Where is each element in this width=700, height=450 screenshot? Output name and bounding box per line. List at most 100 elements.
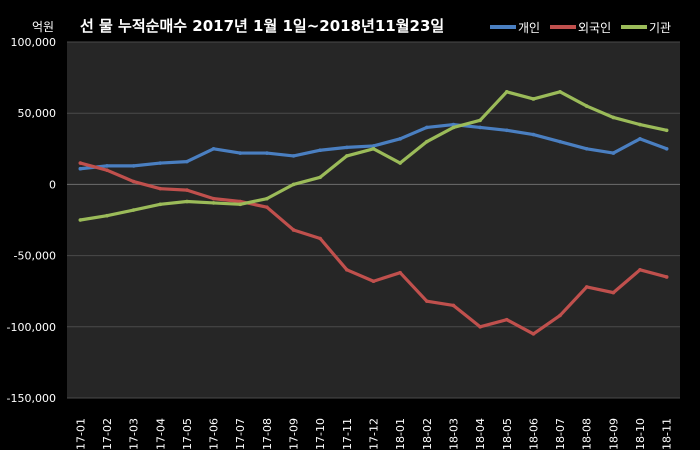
y-tick-label: -150,000	[7, 392, 56, 405]
data-point	[664, 275, 669, 279]
data-point	[158, 186, 163, 191]
data-point	[345, 268, 349, 272]
data-point	[638, 268, 642, 272]
data-point	[291, 228, 296, 232]
x-tick-label: 18-11	[661, 418, 674, 450]
y-tick-label: 100,000	[11, 36, 57, 49]
data-point	[638, 137, 642, 141]
data-point	[78, 161, 83, 165]
x-tick-label: 17-10	[314, 418, 327, 450]
x-axis-tick-labels: 17-01 17-02 17-03 17-04 17-05 17-06 17-07 17-08…	[74, 418, 673, 450]
x-tick-label: 17-11	[341, 418, 354, 450]
data-point	[185, 199, 189, 204]
data-point	[584, 104, 589, 108]
data-point	[398, 161, 402, 165]
data-point	[318, 236, 322, 241]
data-point	[371, 147, 376, 151]
data-point	[158, 161, 163, 165]
x-tick-label: 18-01	[394, 418, 407, 450]
data-point	[425, 299, 429, 303]
data-point	[345, 145, 349, 150]
data-point	[131, 179, 136, 184]
x-tick-label: 17-03	[128, 418, 141, 450]
data-point	[611, 290, 616, 295]
data-point	[318, 175, 322, 180]
legend-label-series-1: 외국인	[578, 21, 611, 35]
data-point	[425, 139, 429, 144]
unit-label: 억원	[32, 20, 54, 34]
data-point	[78, 218, 83, 222]
x-tick-label: 17-01	[74, 418, 87, 450]
data-point	[478, 325, 482, 329]
data-point	[345, 154, 349, 158]
x-tick-label: 18-10	[634, 418, 647, 450]
x-tick-label: 17-09	[288, 418, 301, 450]
data-point	[265, 196, 269, 201]
x-tick-label: 17-06	[208, 418, 221, 450]
data-point	[451, 122, 456, 127]
x-tick-label: 18-03	[447, 418, 460, 450]
x-tick-label: 18-04	[474, 418, 487, 450]
data-point	[131, 164, 136, 168]
data-point	[611, 115, 616, 120]
data-point	[584, 147, 589, 151]
y-axis-tick-labels: 100,000 50,000 0 -50,000 -100,000 -150,000	[7, 36, 56, 405]
data-point	[398, 270, 402, 275]
plot-area	[67, 42, 680, 398]
data-point	[265, 205, 269, 209]
x-tick-label: 17-08	[261, 418, 274, 450]
data-point	[478, 118, 482, 123]
data-point	[664, 147, 669, 151]
data-point	[504, 128, 509, 133]
data-point	[451, 303, 456, 308]
x-tick-label: 17-07	[234, 418, 247, 450]
x-tick-label: 18-02	[421, 418, 434, 450]
x-tick-label: 18-09	[607, 418, 620, 450]
data-point	[238, 151, 243, 155]
data-point	[584, 285, 589, 289]
x-tick-label: 18-08	[581, 418, 594, 450]
data-point	[371, 279, 376, 284]
chart-title: 선 물 누적순매수 2017년 1월 1일~2018년11월23일	[80, 17, 444, 35]
data-point	[291, 182, 296, 187]
data-point	[638, 122, 642, 127]
data-point	[105, 168, 109, 172]
data-point	[558, 90, 562, 94]
data-point	[105, 164, 109, 168]
series-2	[78, 90, 669, 222]
x-tick-label: 17-04	[154, 418, 167, 450]
data-point	[78, 166, 83, 171]
series-lines	[78, 90, 669, 336]
data-point	[185, 159, 189, 164]
data-point	[664, 128, 669, 133]
data-point	[158, 202, 163, 207]
y-tick-label: -100,000	[7, 321, 56, 334]
y-tick-label: 0	[49, 178, 56, 191]
data-point	[558, 313, 562, 318]
x-tick-label: 17-05	[181, 418, 194, 450]
y-tick-label: -50,000	[14, 250, 56, 263]
series-0	[78, 122, 669, 171]
data-point	[265, 151, 269, 155]
legend-label-series-0: 개인	[518, 21, 540, 35]
x-tick-label: 18-06	[527, 418, 540, 450]
x-tick-label: 17-12	[368, 418, 381, 450]
data-point	[105, 213, 109, 218]
data-point	[504, 317, 509, 322]
data-point	[531, 332, 536, 336]
y-tick-label: 50,000	[18, 107, 57, 120]
data-point	[131, 208, 136, 212]
data-point	[238, 199, 243, 204]
data-point	[611, 151, 616, 155]
data-point	[558, 139, 562, 144]
legend: 개인 외국인 기관	[490, 21, 671, 35]
x-tick-label: 17-02	[101, 418, 114, 450]
data-point	[504, 90, 509, 94]
series-1	[78, 161, 669, 336]
x-tick-label: 18-07	[554, 418, 567, 450]
data-point	[531, 97, 536, 101]
gridlines	[67, 41, 680, 399]
data-point	[318, 148, 322, 153]
